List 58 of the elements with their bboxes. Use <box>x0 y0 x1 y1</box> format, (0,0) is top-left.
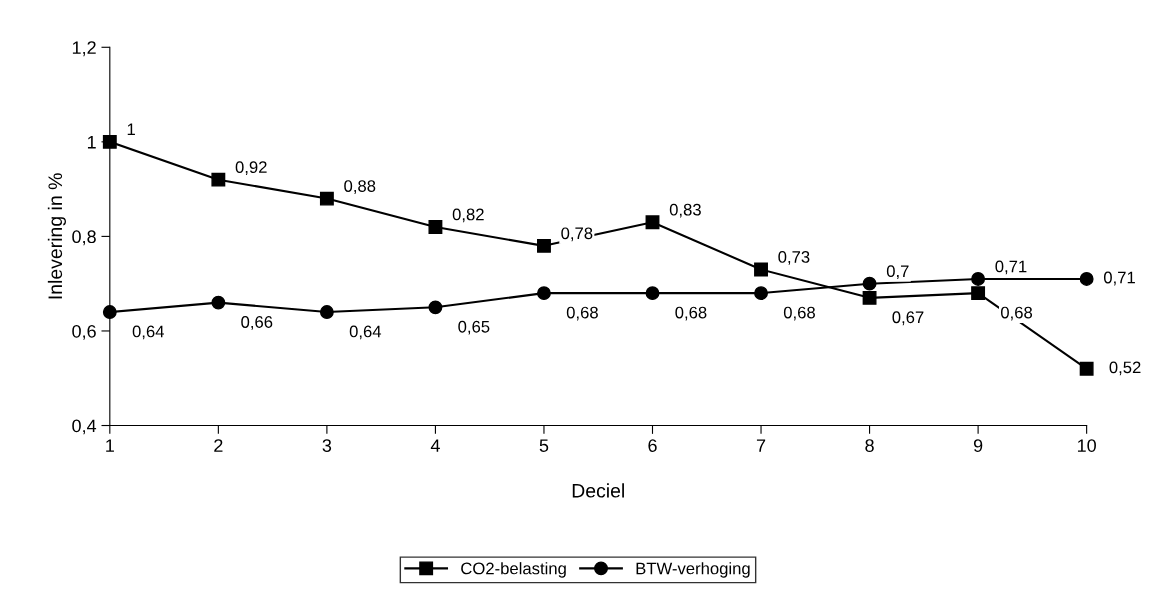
point <box>971 272 986 286</box>
data-label: 1 <box>127 123 135 136</box>
y-tick-label: 0,6 <box>72 324 96 340</box>
x-tick-label: 7 <box>756 439 766 452</box>
x-tick-label: 8 <box>865 439 874 452</box>
point <box>1079 272 1094 286</box>
data-label: 0,64 <box>349 325 382 340</box>
point <box>211 172 226 187</box>
point <box>428 300 443 315</box>
y-tick-label: 1 <box>87 135 96 149</box>
point <box>319 191 334 206</box>
y-tick-label: 0,4 <box>72 419 97 435</box>
y-tick-label: 1,2 <box>72 41 96 57</box>
data-label: 0,68 <box>1000 306 1033 321</box>
point <box>1079 361 1094 376</box>
x-tick-label: 4 <box>430 439 440 452</box>
x-tick-label: 10 <box>1077 439 1096 452</box>
data-label: 0,68 <box>675 306 707 321</box>
point <box>645 286 660 301</box>
x-axis-title: Deciel <box>572 483 624 498</box>
point <box>211 295 226 310</box>
data-label: 0,71 <box>995 260 1027 275</box>
point <box>537 238 551 253</box>
x-tick-label: 1 <box>106 439 114 452</box>
y-axis-title: Inlevering in % <box>47 173 66 299</box>
point <box>645 215 660 230</box>
x-tick-label: 9 <box>973 439 983 452</box>
y-tick-label: 0,8 <box>72 230 96 246</box>
data-label: 0,68 <box>783 306 815 321</box>
point <box>862 290 877 305</box>
point <box>862 276 877 291</box>
data-label: 0,68 <box>566 306 598 321</box>
point <box>319 305 334 319</box>
data-label: 0,65 <box>458 320 490 335</box>
x-tick-label: 6 <box>648 439 657 452</box>
point <box>754 286 768 301</box>
data-label: 0,67 <box>892 311 924 326</box>
x-tick-label: 2 <box>214 439 223 452</box>
data-label: 0,66 <box>241 316 273 330</box>
x-tick-label: 3 <box>322 439 332 452</box>
point <box>754 262 768 277</box>
data-label: 0,73 <box>778 251 810 265</box>
data-label: 0,7 <box>886 265 909 280</box>
data-label: 0,92 <box>235 161 267 175</box>
data-label: 0,71 <box>1103 271 1135 286</box>
data-label: 0,52 <box>1109 361 1141 376</box>
point <box>428 219 443 234</box>
point <box>102 305 117 319</box>
data-label: 0,83 <box>669 203 701 218</box>
data-label: 0,82 <box>452 208 484 223</box>
x-tick-label: 5 <box>539 439 549 452</box>
point <box>971 286 986 301</box>
data-label: 0,78 <box>561 227 593 242</box>
point <box>537 286 551 301</box>
data-label: 0,64 <box>132 325 164 340</box>
legend-label: CO2-belasting <box>461 562 566 578</box>
legend-label: BTW-verhoging <box>636 562 750 578</box>
data-label: 0,88 <box>344 180 376 194</box>
